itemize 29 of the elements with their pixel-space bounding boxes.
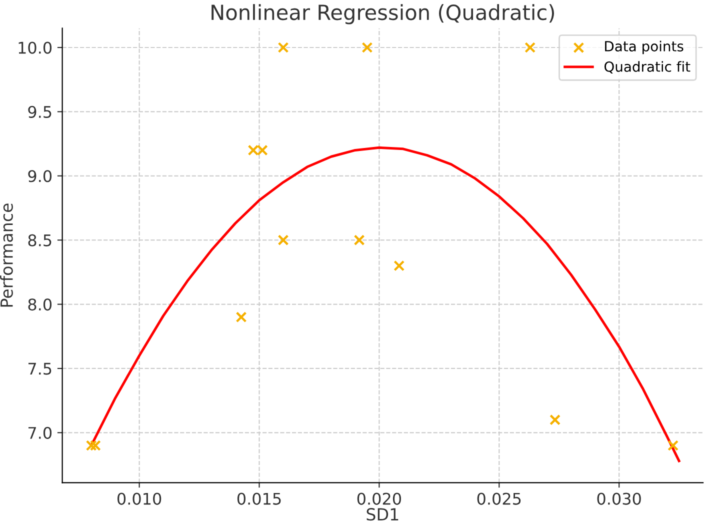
legend-label: Data points — [605, 40, 684, 54]
x-tick-label: 0.025 — [477, 492, 521, 505]
point — [86, 440, 97, 451]
x-tick-label: 0.010 — [118, 492, 162, 505]
x-tick-label: 0.020 — [357, 492, 401, 505]
x-axis-title: SD1 — [366, 508, 398, 521]
y-tick-label: 10.0 — [18, 42, 52, 54]
point — [394, 260, 405, 272]
point — [668, 440, 679, 451]
point — [90, 440, 101, 451]
x-tick-label: 0.015 — [237, 492, 281, 505]
legend-label: Quadratic fit — [604, 61, 690, 74]
y-tick-label: 8.0 — [28, 298, 52, 311]
point — [354, 234, 365, 246]
point — [524, 42, 536, 53]
line-series — [90, 146, 680, 462]
y-tick-label: 8.5 — [28, 234, 52, 246]
point — [278, 42, 289, 53]
y-axis-title: Performance — [0, 204, 13, 307]
point — [236, 312, 247, 323]
point — [362, 42, 373, 53]
point — [278, 234, 289, 246]
y-tick-label: 7.5 — [28, 362, 52, 375]
y-tick-label: 7.0 — [28, 426, 52, 439]
y-tick-label: 9.0 — [28, 170, 52, 182]
point — [550, 414, 561, 426]
y-tick-label: 9.5 — [28, 106, 52, 118]
x-tick-label: 0.030 — [597, 492, 641, 505]
chart-title: Nonlinear Regression (Quadratic) — [212, 4, 554, 24]
